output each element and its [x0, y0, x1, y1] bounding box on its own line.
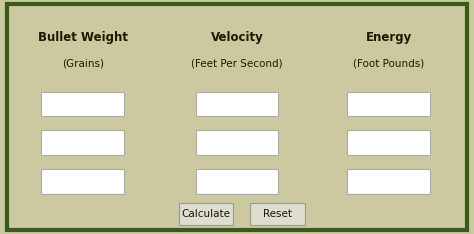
FancyBboxPatch shape — [195, 92, 278, 116]
Text: (Grains): (Grains) — [62, 58, 104, 68]
FancyBboxPatch shape — [41, 92, 124, 116]
Text: Energy: Energy — [365, 31, 412, 44]
FancyBboxPatch shape — [195, 169, 278, 194]
FancyBboxPatch shape — [41, 130, 124, 155]
Text: Velocity: Velocity — [210, 31, 264, 44]
FancyBboxPatch shape — [7, 4, 467, 230]
FancyBboxPatch shape — [195, 130, 278, 155]
FancyBboxPatch shape — [179, 203, 233, 225]
Text: (Foot Pounds): (Foot Pounds) — [353, 58, 424, 68]
FancyBboxPatch shape — [347, 169, 430, 194]
Text: Calculate: Calculate — [182, 209, 231, 219]
FancyBboxPatch shape — [250, 203, 304, 225]
FancyBboxPatch shape — [347, 92, 430, 116]
FancyBboxPatch shape — [347, 130, 430, 155]
Text: Bullet Weight: Bullet Weight — [38, 31, 128, 44]
Text: Reset: Reset — [263, 209, 292, 219]
FancyBboxPatch shape — [41, 169, 124, 194]
Text: (Feet Per Second): (Feet Per Second) — [191, 58, 283, 68]
